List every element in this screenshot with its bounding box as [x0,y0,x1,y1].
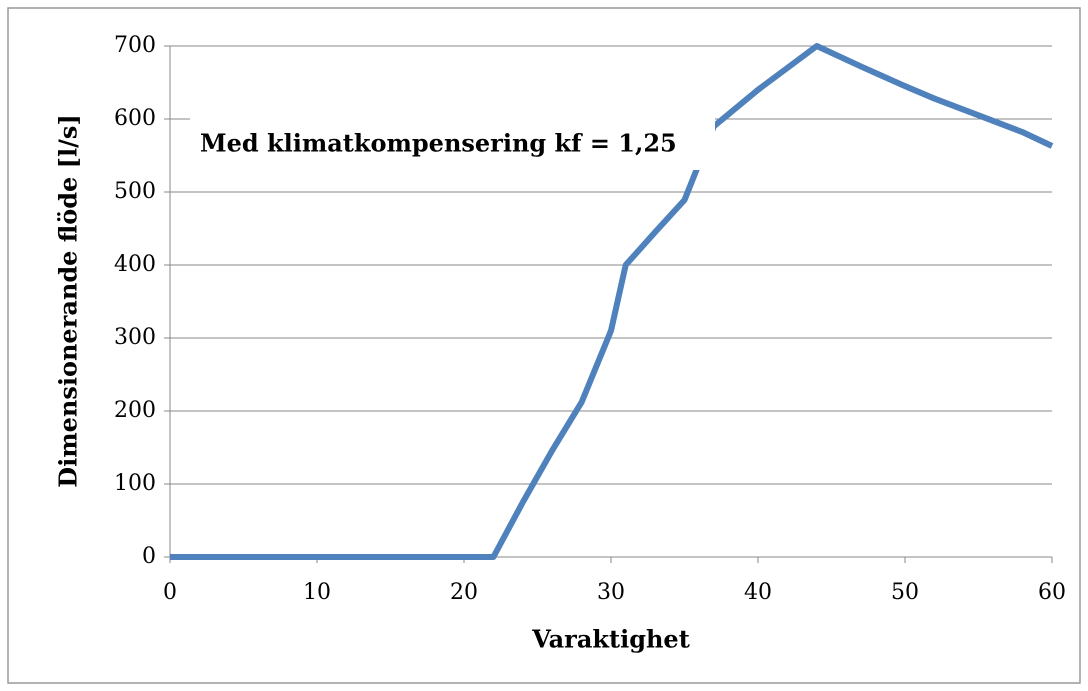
y-tick-label: 0 [142,544,156,569]
x-axis-label: Varaktighet [531,625,690,654]
x-tick-label: 60 [1038,580,1066,605]
y-tick-label: 700 [114,33,156,58]
y-axis-label: Dimensionerande flöde [l/s] [54,114,83,487]
y-tick-label: 400 [114,252,156,277]
y-tick-label: 200 [114,398,156,423]
y-tick-label: 300 [114,325,156,350]
annotation: Med klimatkompensering kf = 1,25 [200,129,677,158]
x-tick-label: 40 [744,580,772,605]
x-tick-label: 20 [450,580,478,605]
y-tick-label: 500 [114,179,156,204]
y-tick-label: 600 [114,106,156,131]
x-tick-label: 30 [597,580,625,605]
x-tick-label: 50 [891,580,919,605]
x-tick-label: 0 [163,580,177,605]
x-tick-label: 10 [303,580,331,605]
y-tick-label: 100 [114,471,156,496]
annotation-box [190,118,715,170]
